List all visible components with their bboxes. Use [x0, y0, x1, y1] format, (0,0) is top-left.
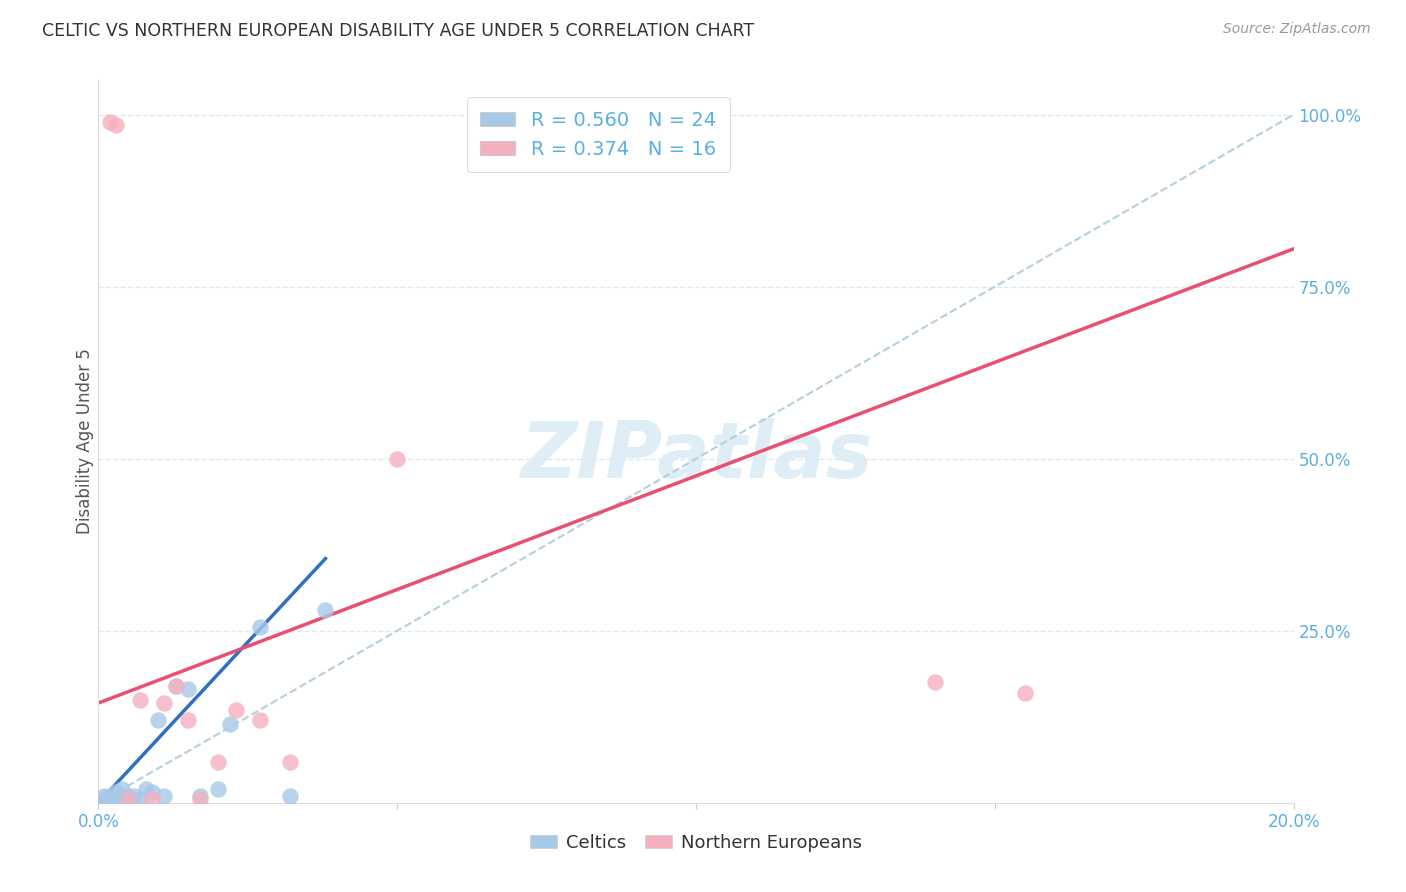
Point — [278, 789, 301, 803]
Point — [111, 782, 134, 797]
Text: CELTIC VS NORTHERN EUROPEAN DISABILITY AGE UNDER 5 CORRELATION CHART: CELTIC VS NORTHERN EUROPEAN DISABILITY A… — [42, 22, 754, 40]
Point — [188, 792, 211, 806]
Text: Source: ZipAtlas.com: Source: ZipAtlas.com — [1223, 22, 1371, 37]
Point — [153, 696, 176, 710]
Point — [93, 789, 115, 803]
Point — [117, 789, 139, 803]
Point — [98, 114, 122, 128]
Point — [105, 792, 128, 806]
Point — [93, 792, 115, 806]
Text: ZIPatlas: ZIPatlas — [520, 418, 872, 494]
Point — [225, 703, 247, 717]
Point — [165, 679, 187, 693]
Point — [153, 789, 176, 803]
Point — [278, 755, 301, 769]
Point — [129, 692, 152, 706]
Point — [117, 792, 139, 806]
Point — [98, 792, 122, 806]
Point — [105, 118, 128, 132]
Point — [148, 713, 170, 727]
Point — [124, 789, 146, 803]
Y-axis label: Disability Age Under 5: Disability Age Under 5 — [76, 349, 94, 534]
Point — [177, 713, 200, 727]
Point — [249, 620, 271, 634]
Legend: Celtics, Northern Europeans: Celtics, Northern Europeans — [523, 826, 869, 859]
Point — [177, 682, 200, 697]
Point — [249, 713, 271, 727]
Point — [188, 789, 211, 803]
Point — [141, 785, 163, 799]
Point — [98, 789, 122, 803]
Point — [165, 679, 187, 693]
Point — [207, 782, 229, 797]
Point — [385, 451, 409, 466]
Point — [315, 603, 337, 617]
Point — [1014, 686, 1036, 700]
Point — [117, 792, 139, 806]
Point — [141, 792, 163, 806]
Point — [207, 755, 229, 769]
Point — [129, 792, 152, 806]
Point — [219, 716, 242, 731]
Point — [111, 792, 134, 806]
Point — [105, 785, 128, 799]
Point — [135, 782, 157, 797]
Point — [924, 675, 946, 690]
